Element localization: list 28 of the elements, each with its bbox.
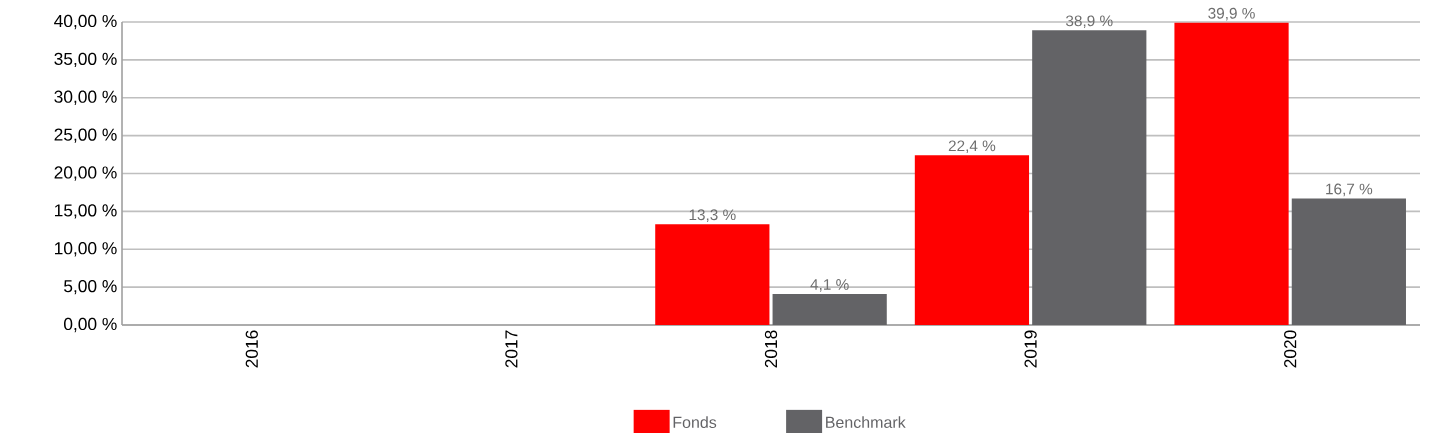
legend-label: Fonds bbox=[673, 416, 717, 429]
data-label: 16,7 % bbox=[1326, 183, 1373, 197]
bar bbox=[1174, 22, 1289, 325]
x-tick-label: 2019 bbox=[1024, 330, 1037, 368]
legend-label: Benchmark bbox=[826, 416, 906, 429]
y-tick-label: 30,00 % bbox=[54, 90, 117, 105]
bar bbox=[914, 155, 1030, 325]
x-tick-label: 2016 bbox=[245, 330, 258, 368]
y-tick-label: 10,00 % bbox=[55, 242, 117, 257]
data-label: 38,9 % bbox=[1065, 15, 1113, 29]
x-tick-label: 2018 bbox=[764, 330, 778, 368]
bar bbox=[655, 224, 770, 325]
y-tick-label: 5,00 % bbox=[64, 279, 117, 295]
y-tick-label: 20,00 % bbox=[54, 166, 117, 181]
y-tick-label: 35,00 % bbox=[54, 52, 117, 68]
y-tick-label: 25,00 % bbox=[54, 128, 117, 143]
x-tick-label: 2020 bbox=[1284, 330, 1297, 368]
y-tick-label: 15,00 % bbox=[55, 204, 117, 219]
bar bbox=[1291, 198, 1406, 325]
data-label: 13,3 % bbox=[689, 209, 736, 222]
bar bbox=[1032, 30, 1147, 325]
y-tick-label: 40,00 % bbox=[54, 14, 117, 30]
y-tick-label: 0,00 % bbox=[64, 317, 117, 333]
data-label: 39,9 % bbox=[1208, 7, 1255, 21]
data-label: 22,4 % bbox=[948, 140, 996, 154]
data-label: 4,1 % bbox=[810, 279, 849, 292]
x-tick-label: 2017 bbox=[505, 330, 518, 368]
bar bbox=[772, 293, 887, 325]
